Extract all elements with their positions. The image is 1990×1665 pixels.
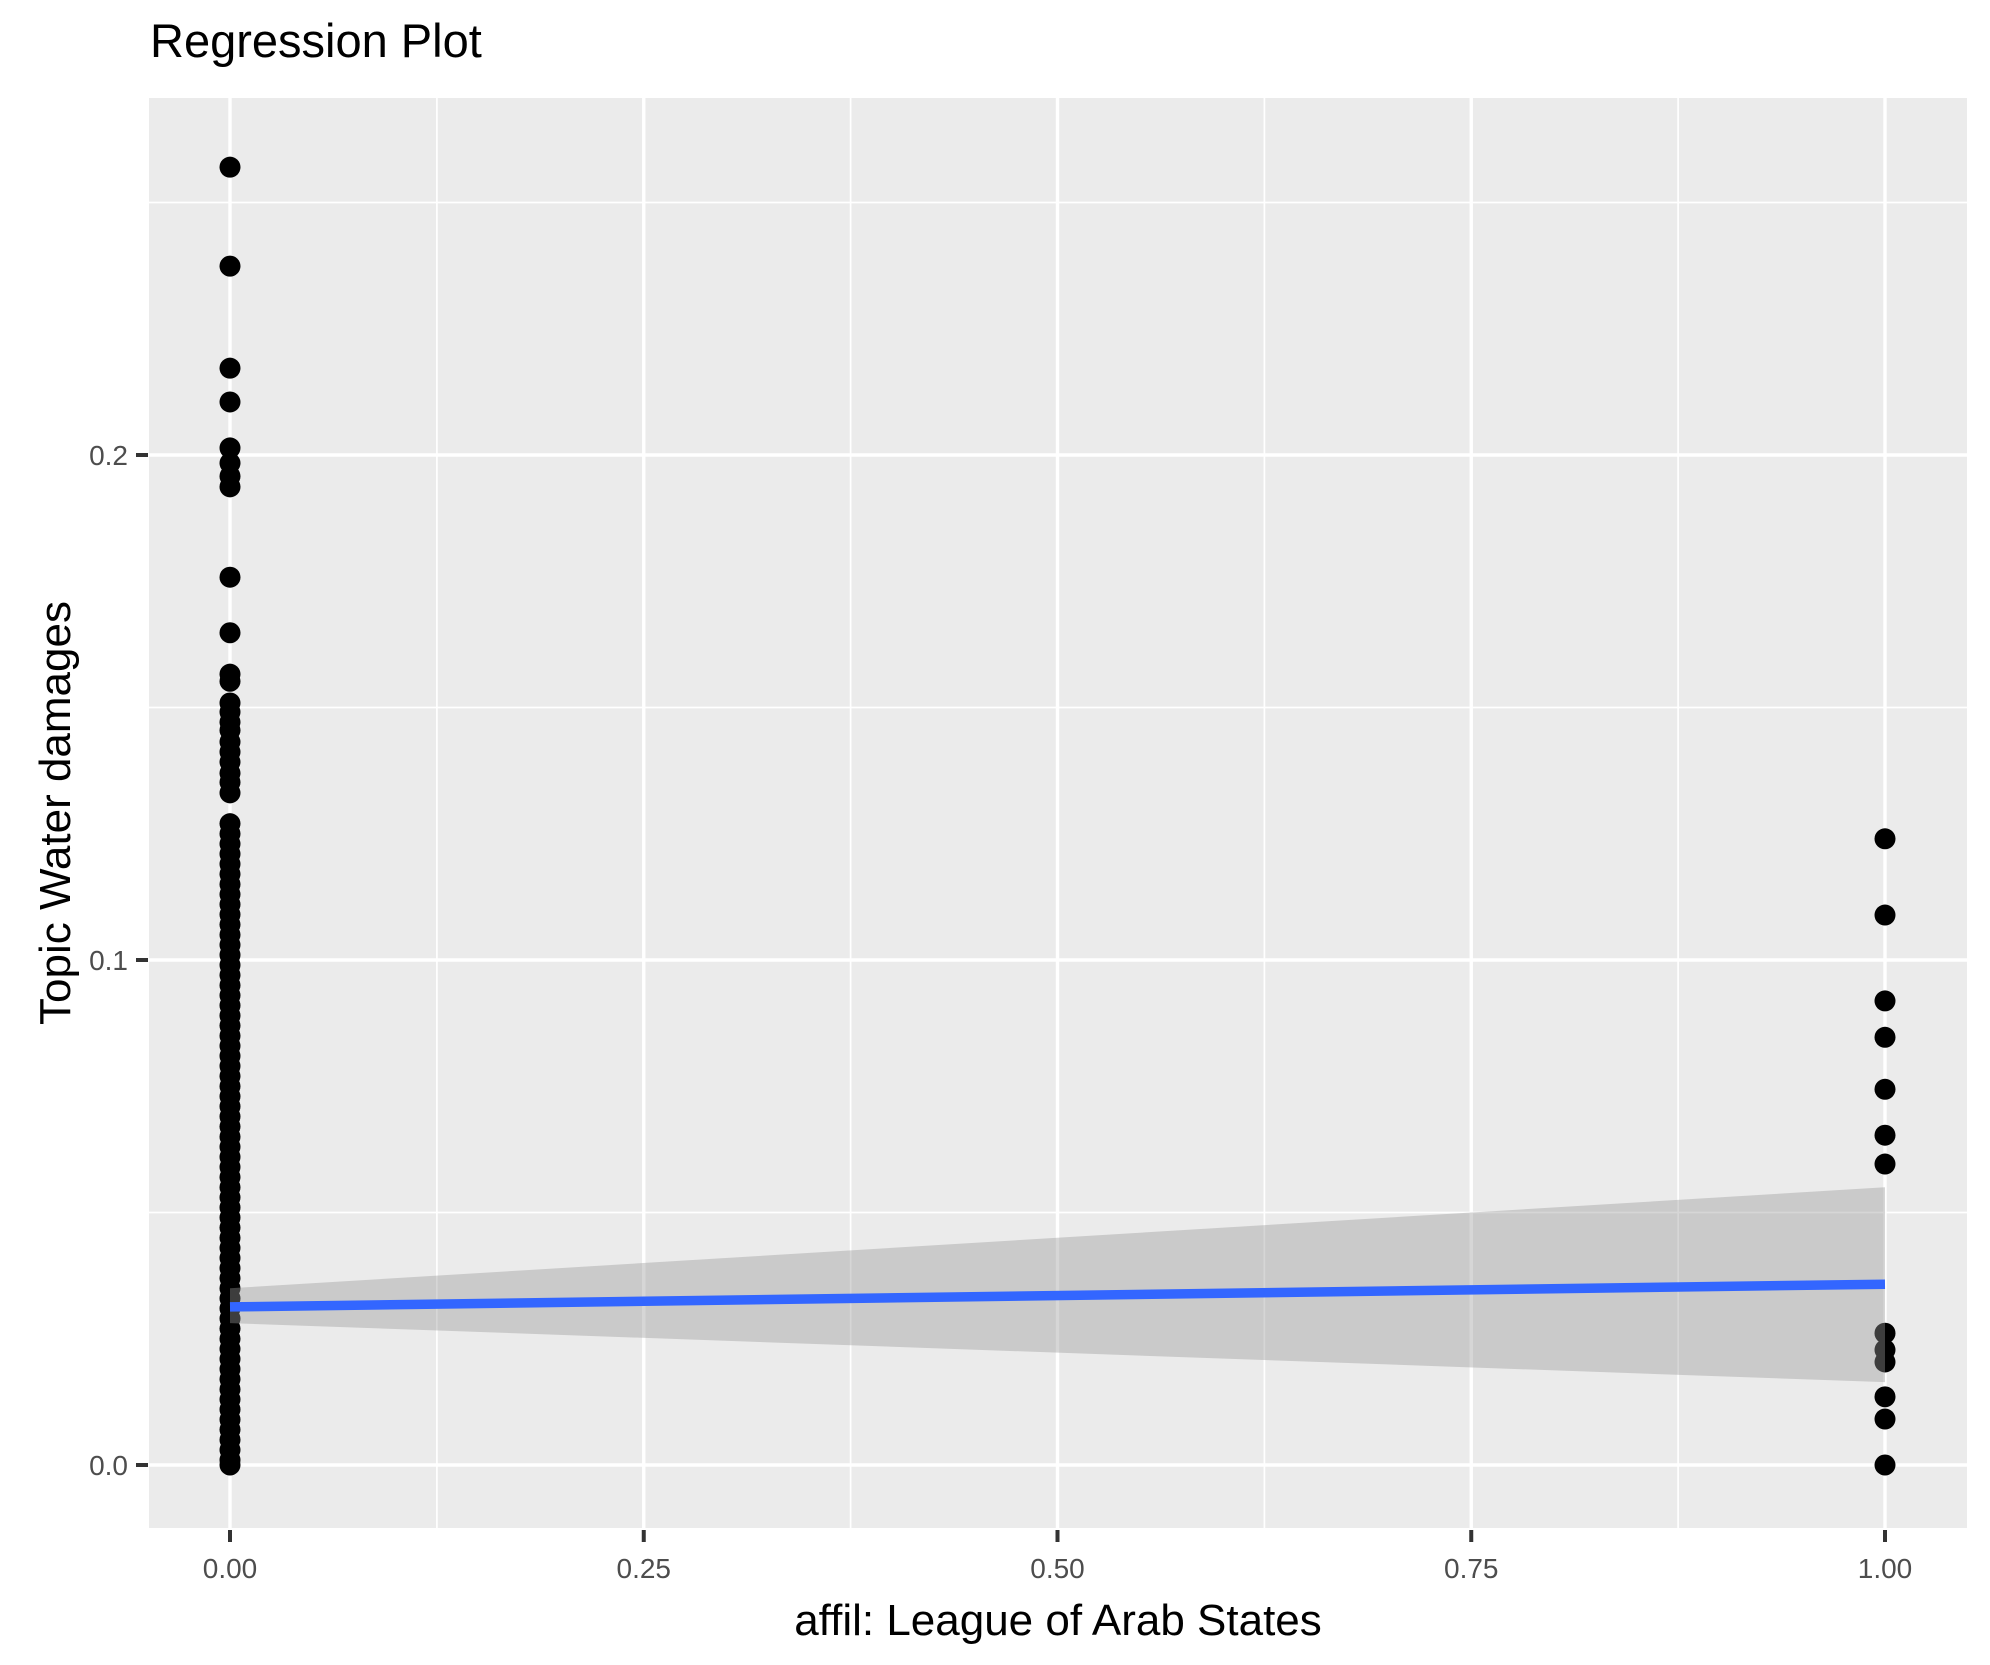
y-tick-label: 0.2 <box>89 440 128 471</box>
data-point <box>1874 1322 1896 1344</box>
data-point <box>1874 1351 1896 1373</box>
confidence-band <box>230 1187 1885 1383</box>
y-tick-label: 0.0 <box>89 1450 128 1481</box>
data-point <box>1874 1454 1896 1476</box>
data-point <box>219 670 241 692</box>
data-point <box>219 476 241 498</box>
y-tick-label: 0.1 <box>89 945 128 976</box>
data-point <box>1874 1153 1896 1175</box>
data-point <box>1874 904 1896 926</box>
data-point <box>219 437 241 459</box>
x-tick-label: 0.00 <box>203 1553 258 1584</box>
data-point <box>219 566 241 588</box>
x-tick-label: 0.25 <box>617 1553 672 1584</box>
data-point <box>1874 990 1896 1012</box>
data-point <box>1874 1078 1896 1100</box>
data-point <box>219 255 241 277</box>
data-point <box>1874 1124 1896 1146</box>
axis-ticks <box>136 453 1887 1542</box>
data-point <box>1874 1408 1896 1430</box>
data-point <box>1874 1026 1896 1048</box>
confidence-ribbon <box>230 1187 1885 1383</box>
data-point <box>219 156 241 178</box>
data-point <box>1874 1386 1896 1408</box>
x-tick-label: 0.75 <box>1444 1553 1499 1584</box>
data-point <box>219 782 241 804</box>
x-tick-label: 0.50 <box>1030 1553 1085 1584</box>
data-point <box>219 622 241 644</box>
data-point <box>219 391 241 413</box>
data-point <box>219 1454 241 1476</box>
axis-tick-labels: 0.00 0.25 0.50 0.75 1.00 0.0 0.1 0.2 <box>89 440 1912 1584</box>
data-point <box>219 357 241 379</box>
scatter-points <box>219 156 1896 1476</box>
x-axis-title: affil: League of Arab States <box>794 1596 1322 1645</box>
data-point <box>1874 828 1896 850</box>
regression-line <box>229 1279 1886 1312</box>
y-axis-title: Topic Water damages <box>31 601 80 1025</box>
fit-line <box>229 1279 1886 1312</box>
x-tick-label: 1.00 <box>1858 1553 1913 1584</box>
plot-title: Regression Plot <box>150 14 482 67</box>
